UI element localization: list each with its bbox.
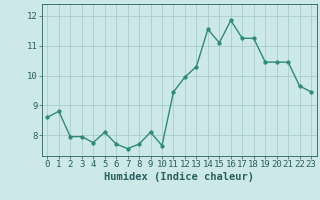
X-axis label: Humidex (Indice chaleur): Humidex (Indice chaleur) (104, 172, 254, 182)
